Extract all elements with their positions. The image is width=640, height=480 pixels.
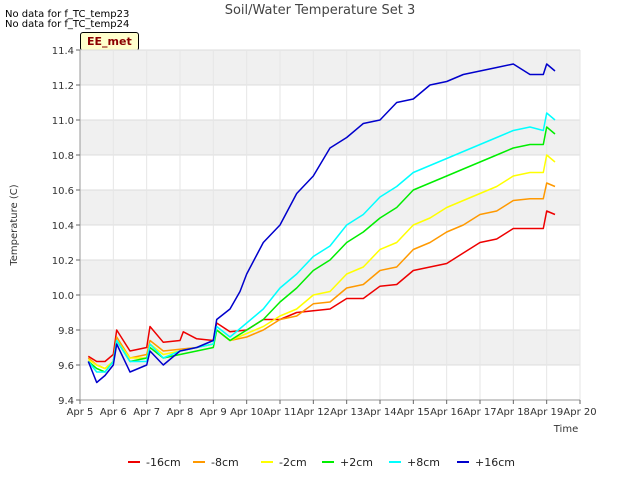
grid-band [80, 120, 580, 155]
series-line-2cm [87, 126, 556, 373]
legend-swatch [193, 461, 205, 463]
legend-item: -2cm [261, 454, 307, 470]
x-tick-label: Apr 6 [100, 407, 127, 418]
chart-title: Soil/Water Temperature Set 3 [224, 3, 416, 18]
legend-label: +16cm [475, 455, 515, 469]
x-tick-label: Apr 7 [133, 407, 160, 418]
legend-label: -8cm [211, 455, 239, 469]
x-tick-label: Apr 17 [463, 407, 496, 418]
y-tick-label: 10.4 [52, 221, 74, 232]
x-axis-label: Time [553, 424, 578, 435]
y-tick-label: 10.0 [52, 291, 74, 302]
x-tick-label: Apr 16 [430, 407, 463, 418]
series-line-8cm [87, 182, 556, 370]
no-data-note-2: No data for f_TC_temp24 [5, 19, 130, 30]
grid-band [80, 190, 580, 225]
y-tick-label: 11.0 [52, 116, 74, 127]
site-tag: EE_met [80, 32, 139, 51]
legend-swatch [261, 461, 273, 463]
y-tick-label: 9.4 [58, 396, 74, 407]
legend: -16cm -8cm -2cm +2cm +8cm +16cm [0, 454, 640, 470]
x-tick-label: Apr 20 [563, 407, 596, 418]
x-tick-label: Apr 15 [397, 407, 430, 418]
y-tick-label: 10.8 [52, 151, 74, 162]
legend-item: -16cm [128, 454, 181, 470]
legend-item: -8cm [193, 454, 239, 470]
x-tick-label: Apr 8 [167, 407, 194, 418]
series-line-8cm [87, 112, 556, 373]
y-tick-label: 11.2 [52, 81, 74, 92]
legend-label: +8cm [407, 455, 440, 469]
series-line-2cm [87, 154, 556, 370]
x-tick-label: Apr 13 [330, 407, 363, 418]
x-tick-label: Apr 9 [200, 407, 227, 418]
legend-swatch [457, 461, 469, 463]
y-tick-label: 10.2 [52, 256, 74, 267]
legend-label: -16cm [146, 455, 181, 469]
series-line-16cm [87, 210, 556, 363]
legend-label: -2cm [279, 455, 307, 469]
legend-swatch [322, 461, 334, 463]
x-tick-label: Apr 12 [297, 407, 330, 418]
legend-item: +8cm [389, 454, 440, 470]
x-tick-label: Apr 14 [363, 407, 396, 418]
legend-swatch [389, 461, 401, 463]
y-axis-label: Temperature (C) [9, 184, 20, 266]
series-line-16cm [87, 63, 556, 384]
legend-label: +2cm [340, 455, 373, 469]
x-tick-label: Apr 11 [263, 407, 296, 418]
y-tick-label: 9.8 [58, 326, 74, 337]
legend-item: +2cm [322, 454, 373, 470]
x-tick-label: Apr 18 [497, 407, 530, 418]
x-tick-label: Apr 10 [230, 407, 263, 418]
x-tick-label: Apr 19 [530, 407, 563, 418]
y-tick-label: 11.4 [52, 46, 74, 57]
y-tick-label: 10.6 [52, 186, 74, 197]
no-data-note-1: No data for f_TC_temp23 [5, 9, 130, 20]
x-tick-label: Apr 5 [67, 407, 94, 418]
legend-swatch [128, 461, 140, 463]
grid-band [80, 50, 580, 85]
grid-band [80, 260, 580, 295]
y-tick-label: 9.6 [58, 361, 74, 372]
legend-item: +16cm [457, 454, 515, 470]
grid-band [80, 330, 580, 365]
